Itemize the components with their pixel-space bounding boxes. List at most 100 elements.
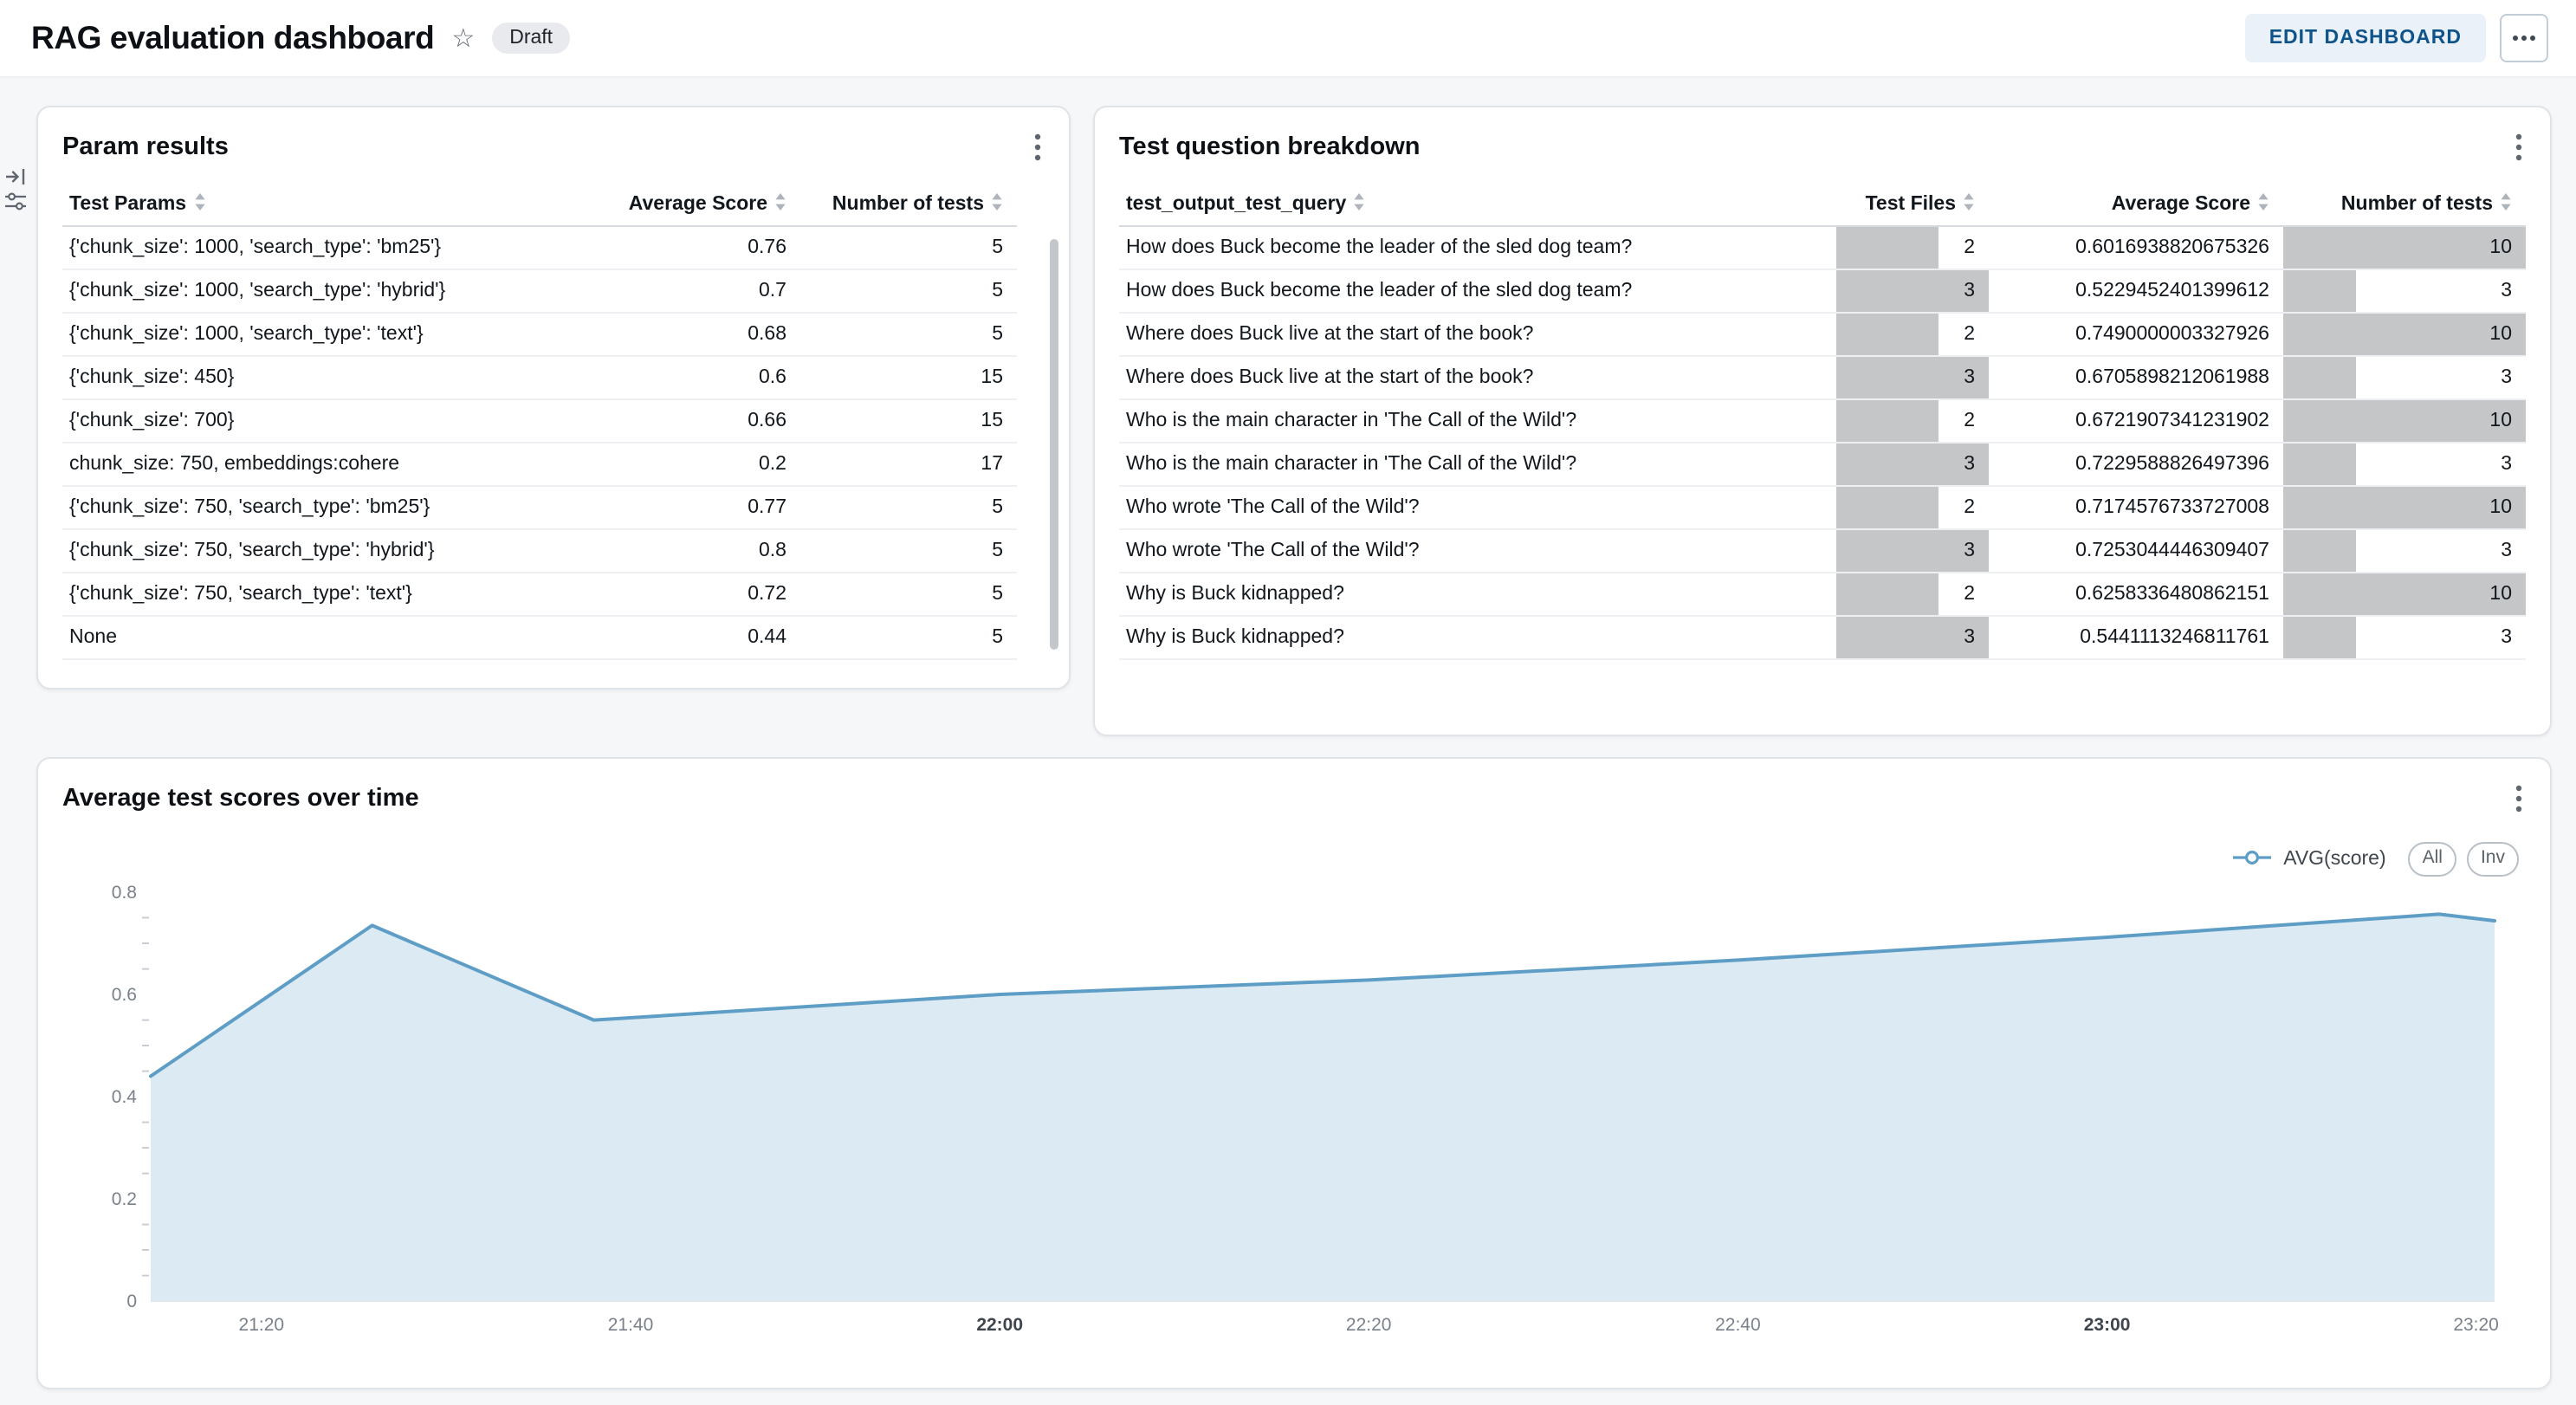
table-row: Where does Buck live at the start of the… [1119, 356, 2526, 400]
cell-tests: 3 [2283, 443, 2526, 487]
cell-num_tests: 5 [800, 529, 1017, 573]
cell-value: 3 [2501, 454, 2512, 475]
table-row: Who is the main character in 'The Call o… [1119, 443, 2526, 487]
dashboard-header: RAG evaluation dashboard ☆ Draft EDIT DA… [0, 0, 2576, 78]
cell-files: 2 [1836, 399, 1989, 444]
column-header-files[interactable]: Test Files [1836, 182, 1989, 227]
column-label: Test Params [69, 194, 187, 215]
column-header-score[interactable]: Average Score [1989, 182, 2283, 227]
cell-value: 10 [2489, 584, 2512, 605]
legend-inv-button[interactable]: Inv [2466, 842, 2519, 877]
header-more-menu-button[interactable] [2500, 14, 2548, 62]
column-label: Average Score [2111, 194, 2250, 215]
cell-files: 3 [1836, 529, 1989, 573]
legend-line-marker-icon [2233, 844, 2272, 875]
cell-params: {'chunk_size': 1000, 'search_type': 'bm2… [62, 226, 592, 270]
cell-params: None [62, 616, 592, 660]
chart-legend: AVG(score) All Inv [2233, 842, 2519, 877]
cell-query: Why is Buck kidnapped? [1119, 573, 1836, 617]
card-menu-button[interactable] [2512, 781, 2526, 816]
column-header-num_tests[interactable]: Number of tests [800, 182, 1017, 227]
table-row: {'chunk_size': 450} 0.6 15 [62, 356, 1017, 400]
svg-text:22:40: 22:40 [1715, 1315, 1761, 1335]
sort-icon [775, 193, 786, 210]
cell-tests: 3 [2283, 269, 2526, 314]
cell-value: 3 [2501, 281, 2512, 301]
cell-params: {'chunk_size': 750, 'search_type': 'bm25… [62, 486, 592, 530]
cell-value: 3 [1964, 281, 1975, 301]
table-row: {'chunk_size': 1000, 'search_type': 'hyb… [62, 269, 1017, 314]
cell-score: 0.7229588826497396 [1989, 443, 2283, 487]
cell-tests: 10 [2283, 486, 2526, 530]
table-row: {'chunk_size': 750, 'search_type': 'text… [62, 573, 1017, 617]
data-bar [2283, 270, 2356, 311]
edit-dashboard-button[interactable]: EDIT DASHBOARD [2244, 14, 2486, 62]
ellipsis-vertical-icon [2515, 785, 2522, 813]
table-row: How does Buck become the leader of the s… [1119, 226, 2526, 270]
question-breakdown-card: Test question breakdown test_output_test… [1093, 106, 2552, 736]
card-menu-button[interactable] [2512, 130, 2526, 165]
cell-tests: 10 [2283, 573, 2526, 617]
column-label: Average Score [628, 194, 767, 215]
legend-series-label[interactable]: AVG(score) [2283, 848, 2386, 870]
cell-params: {'chunk_size': 750, 'search_type': 'text… [62, 573, 592, 617]
svg-text:0.6: 0.6 [112, 985, 137, 1005]
ellipsis-vertical-icon [1034, 133, 1041, 161]
cell-tests: 10 [2283, 313, 2526, 357]
cell-tests: 3 [2283, 356, 2526, 400]
column-header-query[interactable]: test_output_test_query [1119, 182, 1836, 227]
cell-avg_score: 0.8 [592, 529, 800, 573]
data-bar [2283, 444, 2356, 484]
cell-avg_score: 0.68 [592, 313, 800, 357]
column-header-avg_score[interactable]: Average Score [592, 182, 800, 227]
table-scrollbar[interactable] [1050, 239, 1058, 650]
cell-num_tests: 5 [800, 226, 1017, 270]
cell-value: 3 [1964, 541, 1975, 561]
expand-panel-icon[interactable] [5, 166, 26, 187]
table-row: {'chunk_size': 1000, 'search_type': 'tex… [62, 313, 1017, 357]
card-menu-button[interactable] [1031, 130, 1045, 165]
cell-num_tests: 5 [800, 616, 1017, 660]
cell-num_tests: 5 [800, 573, 1017, 617]
cell-files: 2 [1836, 486, 1989, 530]
column-header-params[interactable]: Test Params [62, 182, 592, 227]
cell-files: 2 [1836, 226, 1989, 270]
param-results-table: Test Params Average Score Number of tests {… [62, 182, 1017, 660]
favorite-star-icon[interactable]: ☆ [451, 23, 476, 53]
cell-query: Where does Buck live at the start of the… [1119, 356, 1836, 400]
scrollbar-thumb[interactable] [1050, 239, 1058, 650]
cell-value: 3 [2501, 367, 2512, 388]
cell-query: How does Buck become the leader of the s… [1119, 226, 1836, 270]
cell-files: 3 [1836, 356, 1989, 400]
filter-panel-icon[interactable] [5, 192, 26, 211]
cell-value: 2 [1964, 497, 1975, 518]
cell-value: 3 [2501, 627, 2512, 648]
data-bar [1836, 444, 1989, 484]
header-actions: EDIT DASHBOARD [2244, 14, 2548, 62]
data-bar [2283, 530, 2356, 571]
cell-score: 0.7490000003327926 [1989, 313, 2283, 357]
cell-score: 0.7253044446309407 [1989, 529, 2283, 573]
table-row: Why is Buck kidnapped? 3 0.544111324681176… [1119, 616, 2526, 660]
sort-icon [992, 193, 1002, 210]
cell-avg_score: 0.44 [592, 616, 800, 660]
cell-params: {'chunk_size': 750, 'search_type': 'hybr… [62, 529, 592, 573]
cell-value: 2 [1964, 411, 1975, 431]
data-bar [2283, 617, 2356, 657]
cell-query: Where does Buck live at the start of the… [1119, 313, 1836, 357]
cell-num_tests: 5 [800, 486, 1017, 530]
column-label: Test Files [1865, 194, 1956, 215]
cell-num_tests: 15 [800, 399, 1017, 444]
sort-icon [2258, 193, 2269, 210]
scores-line-chart[interactable]: 0 0.2 0.4 0.6 0.8 21:20 21:40 22:00 22:20 22:40 23… [62, 856, 2529, 1376]
column-header-tests[interactable]: Number of tests [2283, 182, 2526, 227]
cell-score: 0.6721907341231902 [1989, 399, 2283, 444]
svg-text:21:20: 21:20 [239, 1315, 285, 1335]
sort-icon [194, 193, 204, 210]
cell-num_tests: 15 [800, 356, 1017, 400]
svg-text:0.4: 0.4 [112, 1087, 138, 1107]
ellipsis-vertical-icon [2515, 133, 2522, 161]
question-breakdown-table: test_output_test_query Test Files Average … [1119, 182, 2526, 660]
table-row: {'chunk_size': 750, 'search_type': 'hybr… [62, 529, 1017, 573]
legend-all-button[interactable]: All [2408, 842, 2456, 877]
